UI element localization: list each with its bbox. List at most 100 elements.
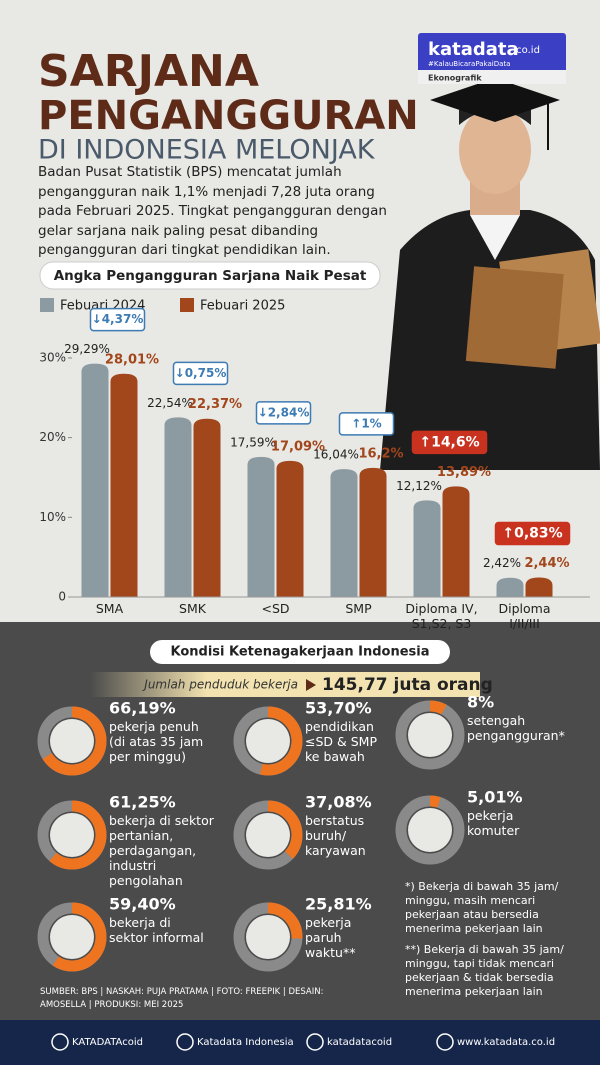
change-badge — [89, 307, 146, 332]
value-label: 2,44% — [524, 556, 569, 571]
donut-arc — [37, 706, 107, 776]
value-label: 29,29% — [64, 342, 110, 356]
donut-center — [50, 915, 94, 959]
stat-text: bekerja di sektor pertanian, perdagangan… — [109, 813, 214, 888]
value-label: 22,54% — [147, 396, 193, 410]
donut-center — [246, 813, 290, 857]
social-icon — [306, 1033, 324, 1051]
change-badge — [172, 361, 229, 386]
footer-item: www.katadata.co.id — [457, 1037, 555, 1048]
stat-text: berstatus buruh/ karyawan — [305, 813, 366, 858]
stat-value: 61,25% — [109, 793, 176, 812]
stat-text: bekerja di sektor informal — [109, 915, 204, 945]
value-label: 13,89% — [437, 465, 491, 480]
legend-swatch — [40, 298, 54, 312]
stat-value: 25,81% — [305, 895, 372, 914]
chart-title: Angka Pengangguran Sarjana Naik Pesat — [54, 268, 367, 284]
bar — [442, 486, 470, 597]
stat-value: 5,01% — [467, 788, 523, 807]
category: Ekonografik — [428, 74, 482, 83]
social-icon — [436, 1033, 454, 1051]
title-line: DI INDONESIA MELONJAK — [38, 135, 376, 166]
donut-arc — [233, 902, 303, 972]
donut-arc — [395, 795, 465, 865]
donut-center — [50, 813, 94, 857]
x-tick-label: Diploma I/II/III — [498, 601, 551, 631]
title-line: PENGANGGURAN — [38, 93, 419, 139]
donut-arc — [233, 800, 303, 870]
x-tick-label: <SD — [261, 601, 290, 616]
bar — [164, 417, 192, 597]
stat-value: 66,19% — [109, 699, 176, 718]
change-label: ↓4,37% — [92, 312, 144, 326]
bar — [496, 577, 524, 597]
stat-value: 37,08% — [305, 793, 372, 812]
y-tick-label: 10% — [39, 510, 66, 524]
bar — [276, 460, 304, 597]
donut-center — [246, 915, 290, 959]
chart-title-pill — [39, 261, 381, 290]
stat-value: 53,70% — [305, 699, 372, 718]
x-tick-label: SMK — [179, 601, 206, 616]
bar — [359, 467, 387, 597]
footnote: *) Bekerja di bawah 35 jam/ minggu, masi… — [405, 880, 559, 935]
bar — [330, 469, 358, 597]
donut-arc — [395, 700, 465, 770]
title-line: SARJANA — [38, 46, 259, 97]
donut-center — [408, 713, 452, 757]
value-label: 22,37% — [188, 397, 242, 412]
stat-text: setengah pengangguran* — [467, 713, 565, 743]
section-title: Kondisi Ketenagakerjaan Indonesia — [171, 645, 430, 660]
value-label: 12,12% — [396, 479, 442, 493]
social-icon — [51, 1033, 69, 1051]
workforce-bar — [90, 672, 480, 697]
change-label: ↑0,83% — [502, 526, 562, 542]
y-tick-label: 30% — [39, 350, 66, 364]
stat-text: pendidikan ≤SD & SMP ke bawah — [305, 719, 377, 764]
legend-label: Febuari 2025 — [200, 299, 285, 314]
section-title-pill — [150, 640, 450, 664]
donut-center — [50, 719, 94, 763]
bar — [413, 500, 441, 597]
footer-item: katadatacoid — [327, 1037, 392, 1048]
stat-text: pekerja paruh waktu** — [305, 915, 356, 960]
footnote: **) Bekerja di bawah 35 jam/ minggu, tap… — [405, 943, 564, 998]
change-label: ↑14,6% — [419, 434, 479, 450]
stat-value: 59,40% — [109, 895, 176, 914]
donut-center — [246, 719, 290, 763]
footer-item: Katadata Indonesia — [197, 1037, 294, 1048]
bar — [110, 373, 138, 597]
value-label: 2,42% — [483, 556, 521, 570]
value-label: 16,2% — [358, 446, 403, 461]
stat-text: pekerja komuter — [467, 808, 520, 838]
stat-value: 8% — [467, 693, 494, 712]
bar — [247, 456, 275, 597]
change-badge — [338, 412, 395, 436]
footer-bar — [0, 1020, 600, 1065]
workforce-value: 145,77 juta orang — [322, 675, 493, 695]
legend-swatch — [180, 298, 194, 312]
brand: katadata — [428, 39, 519, 60]
stat-text: pekerja penuh (di atas 35 jam per minggu… — [109, 719, 204, 764]
x-tick-label: SMA — [95, 601, 124, 616]
change-label: ↓0,75% — [175, 366, 227, 380]
intro-text: Badan Pusat Statistik (BPS) mencatat jum… — [38, 164, 387, 258]
y-tick-label: 0 — [58, 590, 66, 604]
value-label: 16,04% — [313, 448, 359, 462]
brand-suffix: .co.id — [513, 45, 540, 56]
bar — [81, 363, 109, 597]
workforce-label: Jumlah penduduk bekerja — [142, 678, 298, 692]
tagline: #KalauBicaraPakaiData — [428, 60, 510, 68]
change-badge — [411, 430, 488, 455]
y-tick-label: 20% — [39, 430, 66, 444]
bar — [525, 577, 553, 597]
donut-arc — [37, 800, 107, 870]
value-label: 17,59% — [230, 435, 276, 449]
graduate-figure — [380, 78, 600, 470]
arrow-icon — [306, 679, 316, 691]
change-badge — [255, 401, 312, 425]
donut-arc — [37, 902, 107, 972]
x-tick-label: SMP — [345, 601, 372, 616]
